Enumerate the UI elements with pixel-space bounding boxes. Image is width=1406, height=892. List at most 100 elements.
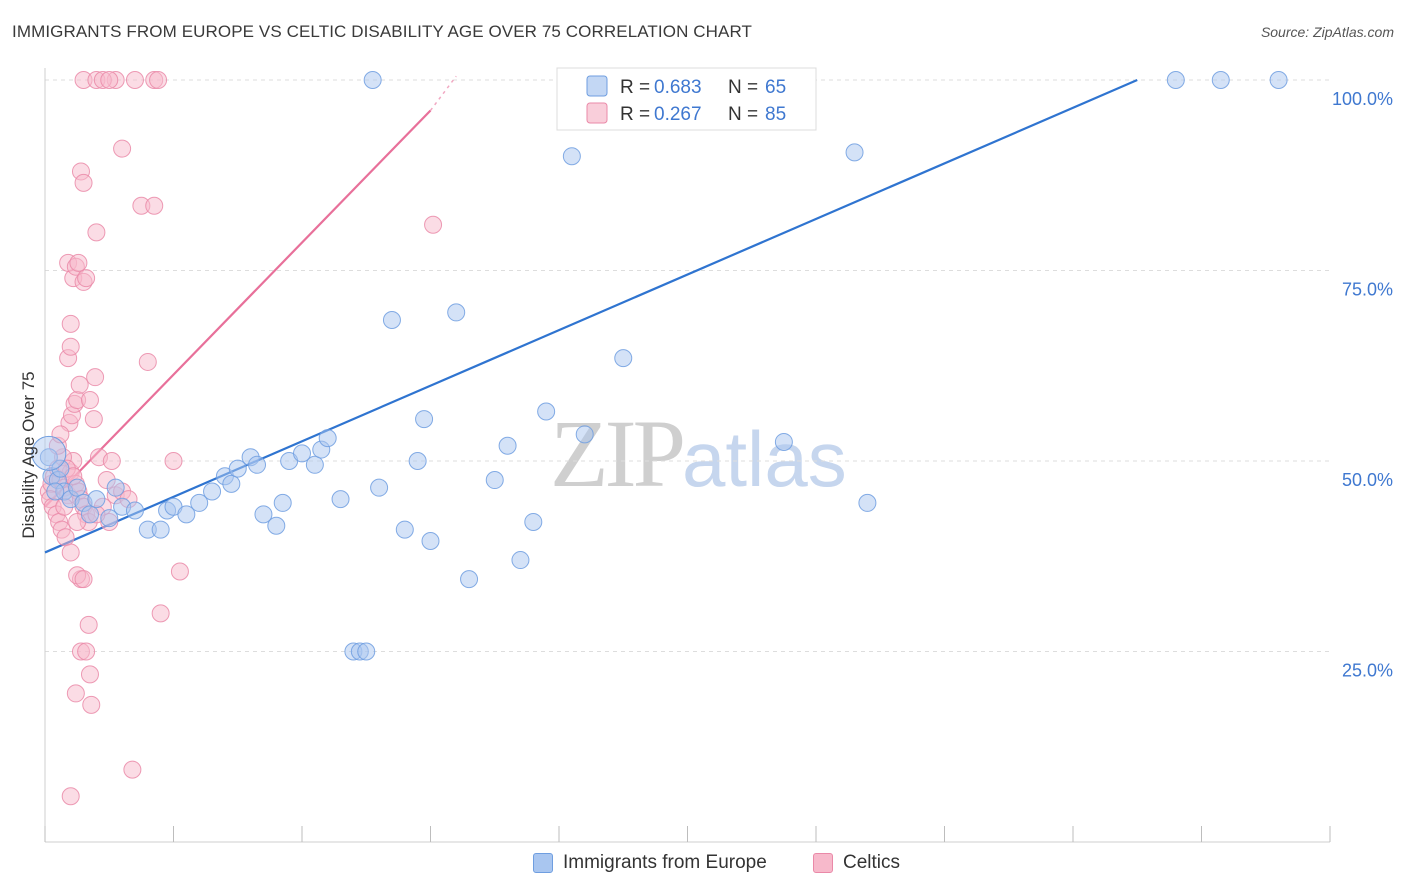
point-immigrants-from-europe xyxy=(845,143,864,162)
point-immigrants-from-europe xyxy=(318,429,337,448)
point-immigrants-from-europe xyxy=(125,501,144,520)
point-celtics xyxy=(145,196,164,215)
trend-lines xyxy=(44,75,1138,554)
point-immigrants-from-europe xyxy=(415,410,434,429)
correlation-legend-swatch xyxy=(586,75,608,97)
point-immigrants-from-europe xyxy=(498,436,517,455)
y-tick-label: 100.0% xyxy=(1332,89,1393,109)
axes xyxy=(44,68,1331,843)
point-immigrants-from-europe xyxy=(614,349,633,368)
legend-label-immigrants-from-europe: Immigrants from Europe xyxy=(563,852,767,873)
point-immigrants-from-europe xyxy=(254,505,273,524)
point-celtics xyxy=(151,604,170,623)
trend-line-celtics-extension xyxy=(429,75,457,111)
point-celtics xyxy=(69,253,88,272)
point-immigrants-from-europe xyxy=(39,448,58,467)
point-celtics xyxy=(51,425,70,444)
point-immigrants-from-europe xyxy=(305,455,324,474)
point-celtics xyxy=(424,215,443,234)
point-immigrants-from-europe xyxy=(248,455,267,474)
source-label: Source: ZipAtlas.com xyxy=(1260,24,1394,40)
point-celtics xyxy=(86,368,105,387)
point-celtics xyxy=(61,787,80,806)
point-celtics xyxy=(70,375,89,394)
scatter-plot: 25.0%50.0%75.0%100.0% 0.0%100.0% Disabil… xyxy=(19,67,1393,843)
point-immigrants-from-europe xyxy=(363,71,382,89)
correlation-legend-swatch xyxy=(586,102,608,124)
point-celtics xyxy=(74,570,93,589)
point-immigrants-from-europe xyxy=(190,493,209,512)
data-points xyxy=(31,71,1288,806)
gridlines xyxy=(45,79,1330,652)
chart-title: IMMIGRANTS FROM EUROPE VS CELTIC DISABIL… xyxy=(12,22,753,41)
point-celtics xyxy=(80,665,99,684)
watermark-zip: ZIP xyxy=(550,400,686,507)
point-immigrants-from-europe xyxy=(524,512,543,531)
point-immigrants-from-europe xyxy=(485,471,504,490)
point-celtics xyxy=(100,71,119,89)
correlation-n-label: N = xyxy=(728,77,758,98)
point-celtics xyxy=(80,391,99,410)
point-celtics xyxy=(77,642,96,661)
point-immigrants-from-europe xyxy=(1166,71,1185,89)
point-immigrants-from-europe xyxy=(68,478,87,497)
y-axis-label: Disability Age Over 75 xyxy=(19,371,38,538)
point-immigrants-from-europe xyxy=(273,493,292,512)
point-immigrants-from-europe xyxy=(460,570,479,589)
point-celtics xyxy=(61,543,80,562)
point-celtics xyxy=(87,223,106,242)
y-tick-labels: 25.0% 50.0% 75.0% 100.0% xyxy=(1332,89,1393,681)
point-immigrants-from-europe xyxy=(575,425,594,444)
point-immigrants-from-europe xyxy=(370,478,389,497)
point-celtics xyxy=(149,71,168,89)
point-immigrants-from-europe xyxy=(46,482,65,501)
point-immigrants-from-europe xyxy=(222,474,241,493)
correlation-legend: R = 0.683 N = 65 R = 0.267 N = 85 xyxy=(556,67,817,131)
point-celtics xyxy=(79,615,98,634)
point-immigrants-from-europe xyxy=(177,505,196,524)
legend-swatch-blue xyxy=(533,853,553,873)
y-tick-label: 25.0% xyxy=(1342,661,1393,681)
legend-label-celtics: Celtics xyxy=(843,852,901,873)
point-immigrants-from-europe xyxy=(408,452,427,470)
point-immigrants-from-europe xyxy=(87,490,106,509)
series-legend: Immigrants from Europe Celtics xyxy=(0,850,1406,880)
point-celtics xyxy=(61,314,80,333)
point-immigrants-from-europe xyxy=(395,520,414,539)
legend-item-celtics: Celtics xyxy=(813,852,900,874)
point-immigrants-from-europe xyxy=(537,402,556,421)
trend-line-immigrants-from-europe xyxy=(44,78,1138,554)
watermark: ZIPatlas xyxy=(550,398,847,509)
point-immigrants-from-europe xyxy=(31,435,67,471)
point-immigrants-from-europe xyxy=(293,444,311,463)
trend-line-celtics xyxy=(44,109,432,508)
point-celtics xyxy=(113,139,132,158)
point-immigrants-from-europe xyxy=(228,459,247,478)
point-celtics xyxy=(61,337,80,356)
point-celtics xyxy=(125,71,144,89)
point-immigrants-from-europe xyxy=(511,551,530,570)
correlation-r-value: 0.683 xyxy=(654,77,702,98)
correlation-r-label: R = xyxy=(620,104,650,125)
point-immigrants-from-europe xyxy=(203,482,222,501)
point-immigrants-from-europe xyxy=(80,505,99,524)
point-celtics xyxy=(74,173,93,192)
correlation-n-value: 65 xyxy=(765,77,786,98)
correlation-n-label: N = xyxy=(728,104,758,125)
point-immigrants-from-europe xyxy=(382,311,401,330)
legend-swatch-pink xyxy=(813,853,833,873)
point-immigrants-from-europe xyxy=(331,490,350,509)
point-immigrants-from-europe xyxy=(267,516,286,535)
point-celtics xyxy=(170,562,189,581)
point-immigrants-from-europe xyxy=(421,532,440,551)
point-immigrants-from-europe xyxy=(100,509,119,528)
y-tick-label: 50.0% xyxy=(1342,470,1393,490)
point-immigrants-from-europe xyxy=(357,642,376,661)
point-celtics xyxy=(66,684,85,703)
point-celtics xyxy=(123,760,142,779)
point-celtics xyxy=(82,695,101,714)
point-immigrants-from-europe xyxy=(774,432,793,451)
point-celtics xyxy=(164,452,183,470)
point-immigrants-from-europe xyxy=(858,493,877,512)
point-celtics xyxy=(102,452,121,470)
